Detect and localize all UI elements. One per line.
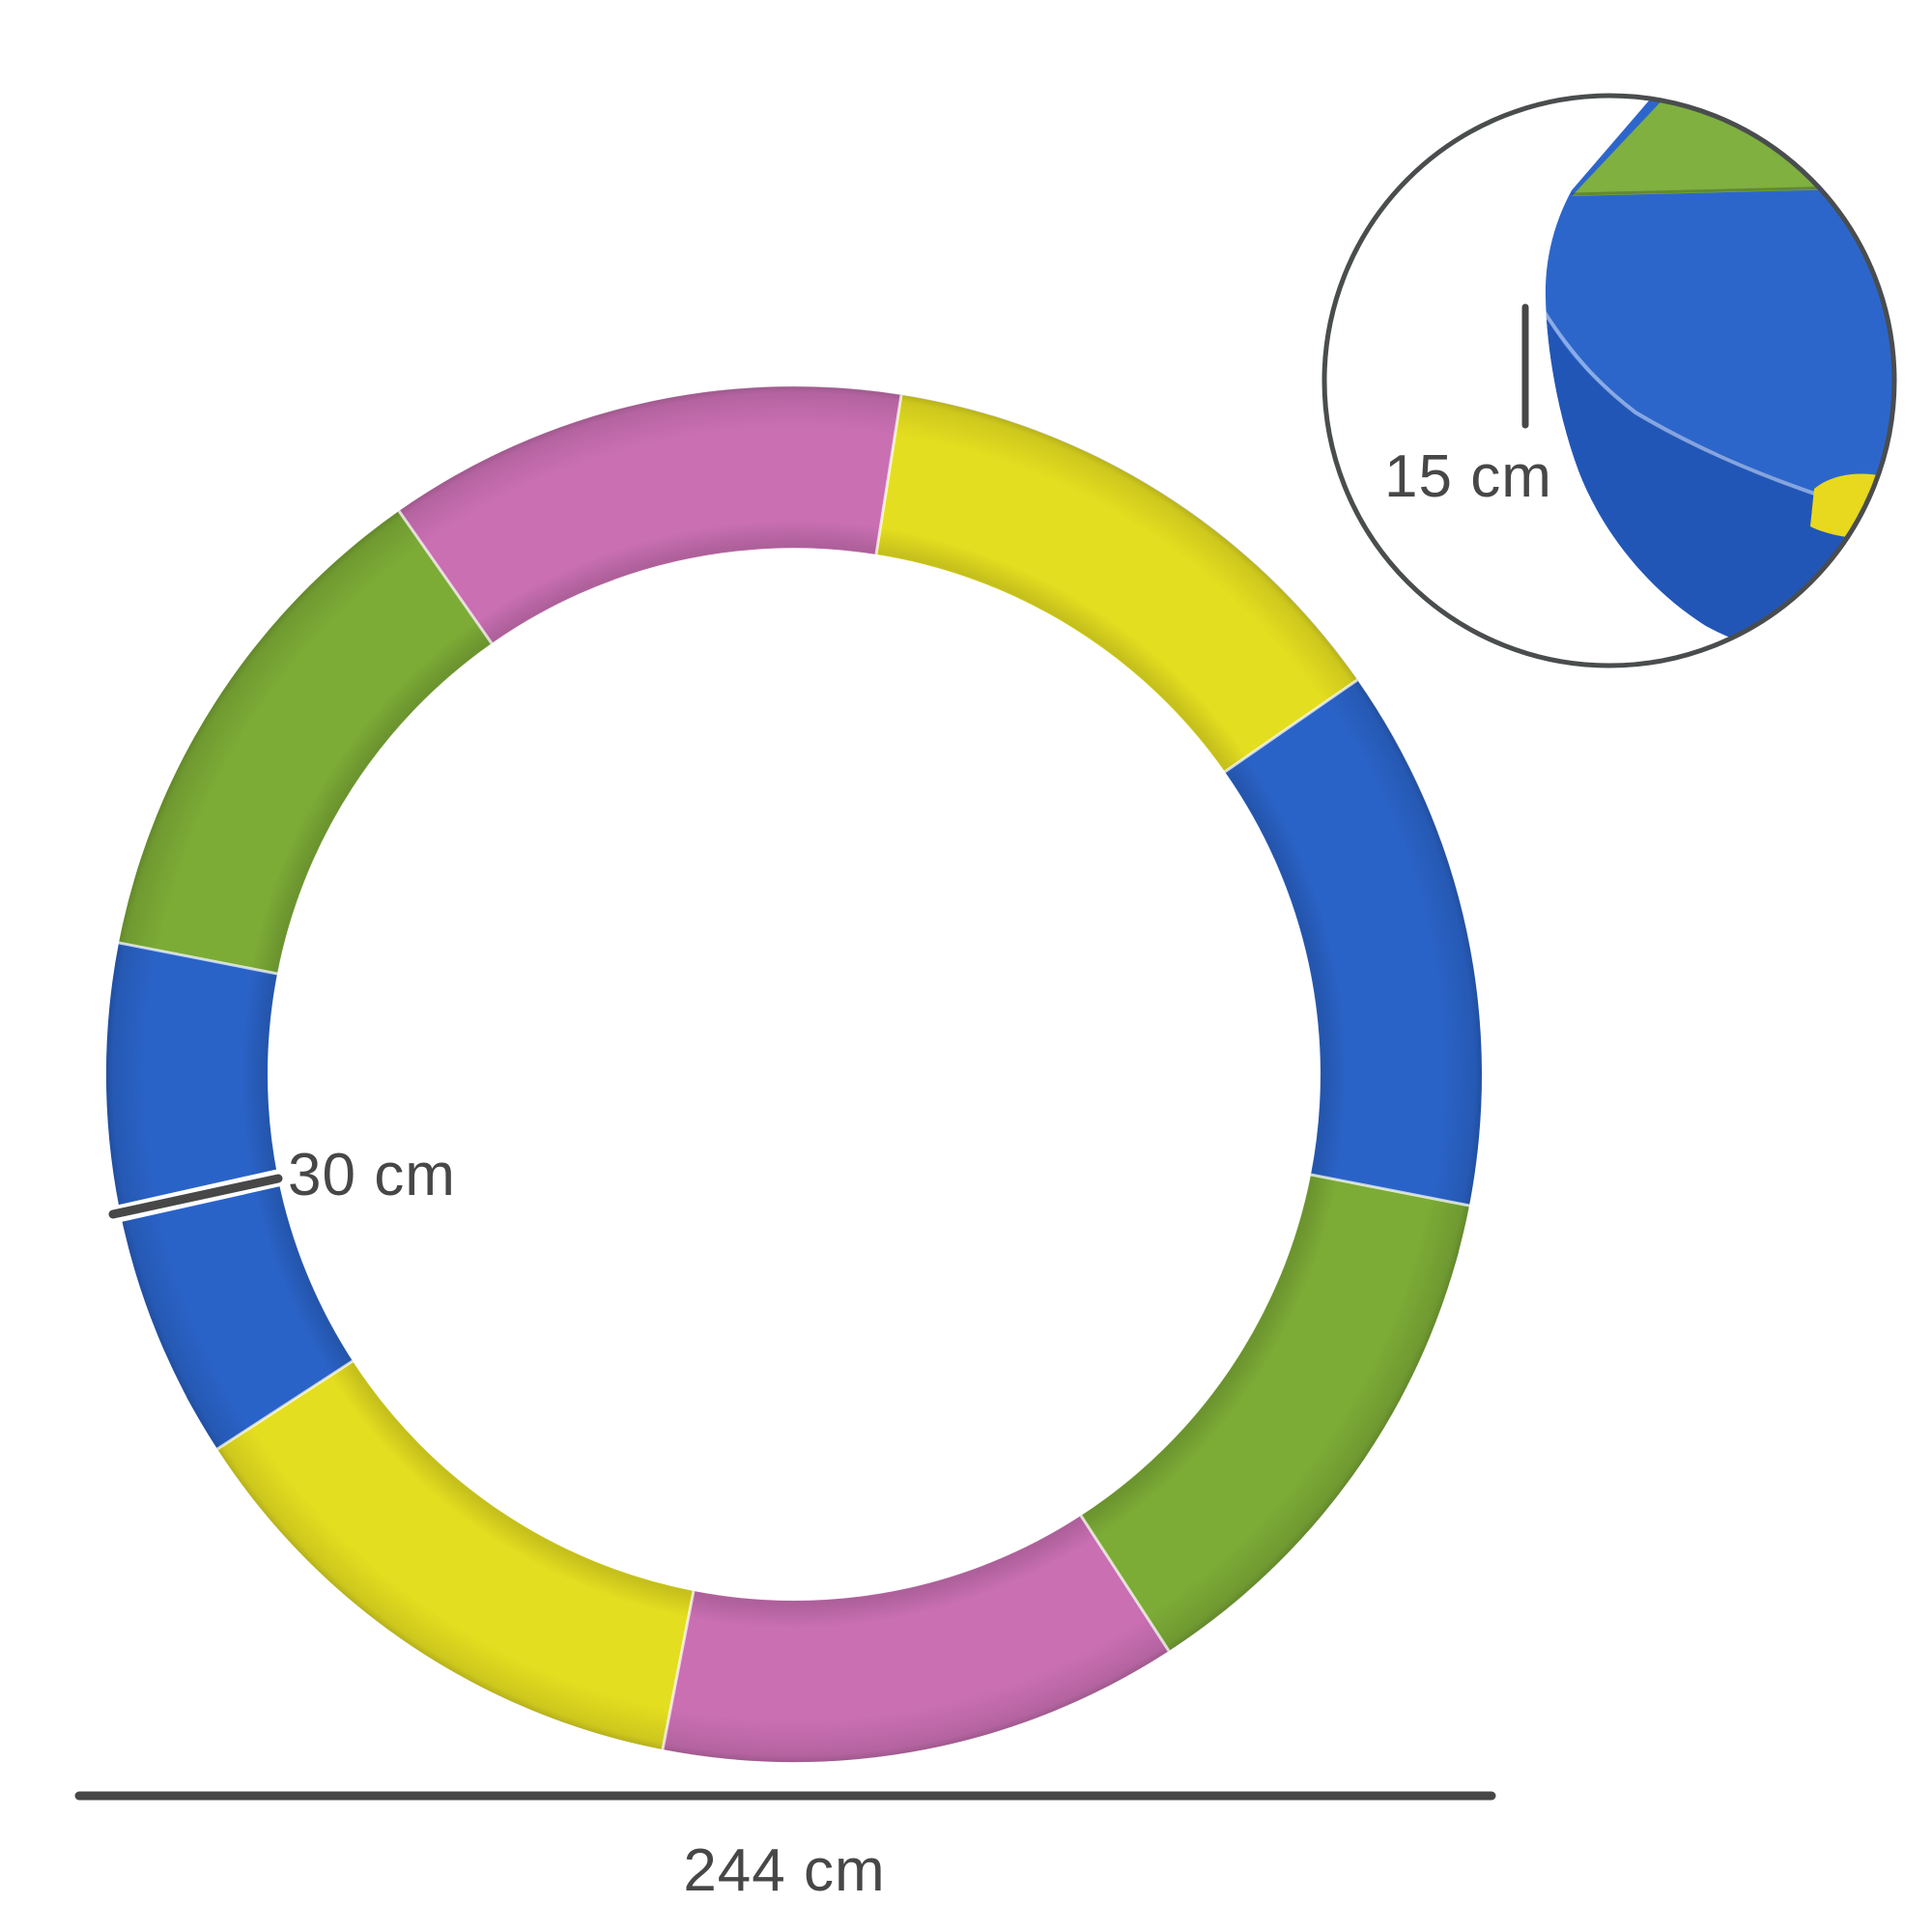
diameter-label: 244 cm bbox=[683, 1837, 886, 1904]
inset-closeup bbox=[1321, 93, 1897, 668]
ring-seam-lines bbox=[118, 394, 1470, 1750]
ring-edge-shading bbox=[105, 385, 1483, 1763]
inset-circle-outline bbox=[1321, 93, 1897, 668]
pad-height-label: 15 cm bbox=[1384, 443, 1552, 510]
width-dimension-line bbox=[108, 1174, 283, 1219]
pad-ring bbox=[99, 385, 1483, 1763]
pad-width-label: 30 cm bbox=[288, 1142, 456, 1208]
inset-pad-fold-highlight bbox=[1545, 309, 1827, 499]
